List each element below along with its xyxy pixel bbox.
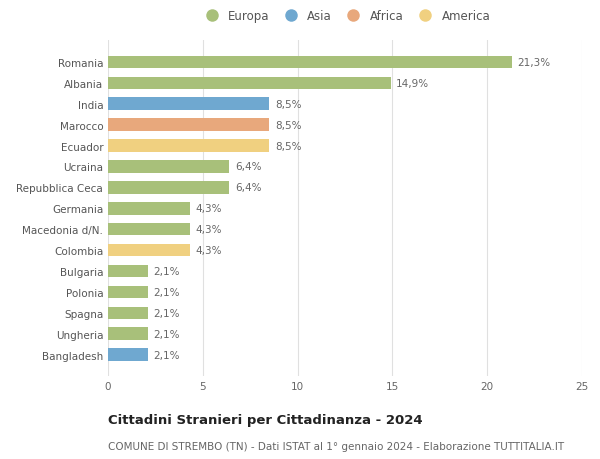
Text: 14,9%: 14,9%	[396, 78, 430, 89]
Bar	[108, 265, 148, 278]
Bar	[108, 56, 512, 69]
Bar	[108, 244, 190, 257]
Text: 2,1%: 2,1%	[154, 308, 180, 318]
Bar	[108, 140, 269, 152]
Bar	[108, 328, 148, 340]
Text: 2,1%: 2,1%	[154, 287, 180, 297]
Text: 4,3%: 4,3%	[195, 204, 222, 214]
Text: 6,4%: 6,4%	[235, 183, 262, 193]
Text: 2,1%: 2,1%	[154, 266, 180, 276]
Text: 4,3%: 4,3%	[195, 225, 222, 235]
Bar	[108, 98, 269, 111]
Bar	[108, 307, 148, 319]
Text: COMUNE DI STREMBO (TN) - Dati ISTAT al 1° gennaio 2024 - Elaborazione TUTTITALIA: COMUNE DI STREMBO (TN) - Dati ISTAT al 1…	[108, 441, 564, 451]
Text: 8,5%: 8,5%	[275, 120, 301, 130]
Legend: Europa, Asia, Africa, America: Europa, Asia, Africa, America	[200, 11, 490, 23]
Text: 6,4%: 6,4%	[235, 162, 262, 172]
Text: 8,5%: 8,5%	[275, 100, 301, 110]
Text: Cittadini Stranieri per Cittadinanza - 2024: Cittadini Stranieri per Cittadinanza - 2…	[108, 413, 422, 426]
Text: 4,3%: 4,3%	[195, 246, 222, 256]
Text: 2,1%: 2,1%	[154, 329, 180, 339]
Bar	[108, 224, 190, 236]
Bar	[108, 161, 229, 174]
Bar	[108, 78, 391, 90]
Bar	[108, 119, 269, 132]
Bar	[108, 349, 148, 361]
Text: 21,3%: 21,3%	[518, 58, 551, 68]
Bar	[108, 202, 190, 215]
Bar	[108, 286, 148, 298]
Bar	[108, 182, 229, 194]
Text: 8,5%: 8,5%	[275, 141, 301, 151]
Text: 2,1%: 2,1%	[154, 350, 180, 360]
